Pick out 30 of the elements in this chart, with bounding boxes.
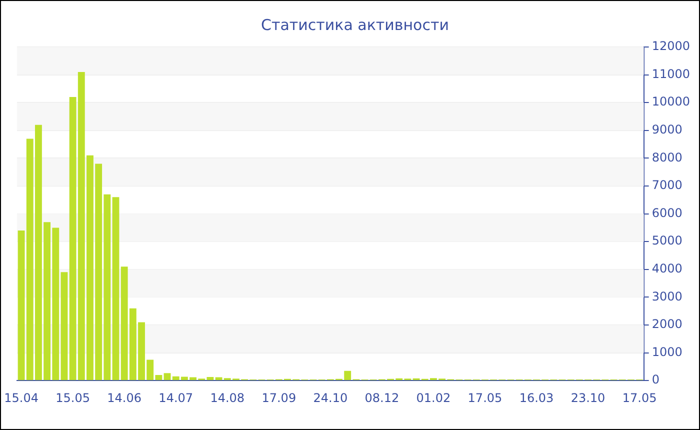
y-tick-label: 11000 — [652, 66, 690, 81]
x-tick-label: 15.04 — [4, 390, 38, 405]
x-tick-label: 14.07 — [158, 390, 194, 405]
x-tick-label: 17.05 — [622, 390, 657, 405]
bar — [112, 197, 120, 380]
y-tick-label: 10000 — [652, 94, 690, 109]
y-tick-label: 5000 — [652, 234, 682, 248]
x-tick-label: 16.03 — [519, 390, 554, 405]
y-tick-label: 7000 — [652, 178, 682, 192]
chart-title: Статистика активности — [261, 16, 449, 34]
x-tick-label: 08.12 — [364, 390, 400, 405]
x-tick-label: 23.10 — [570, 390, 606, 405]
bar — [60, 272, 68, 380]
x-tick-label: 17.05 — [468, 390, 502, 405]
x-tick-label: 14.06 — [107, 390, 142, 405]
y-tick-label: 2000 — [652, 317, 682, 332]
x-tick-label: 17.09 — [262, 390, 296, 405]
y-tick-label: 4000 — [652, 262, 682, 276]
y-tick-label: 9000 — [652, 122, 682, 137]
x-tick-label: 24.10 — [313, 390, 348, 405]
y-tick-label: 12000 — [652, 39, 690, 54]
y-tick-label: 0 — [652, 372, 660, 387]
x-tick-label: 15.05 — [56, 390, 90, 405]
x-tick-label: 14.08 — [210, 390, 245, 405]
y-tick-label: 8000 — [652, 150, 682, 164]
x-tick-label: 01.02 — [416, 390, 451, 405]
y-tick-label: 1000 — [652, 344, 682, 359]
bar — [164, 373, 171, 380]
y-tick-label: 3000 — [652, 289, 682, 304]
y-tick-label: 6000 — [652, 206, 682, 220]
